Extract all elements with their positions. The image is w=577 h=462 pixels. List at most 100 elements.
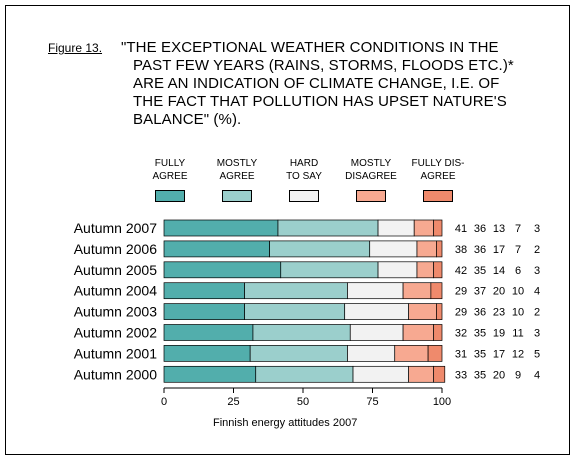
- data-label: 36: [474, 223, 486, 235]
- data-label: 17: [493, 244, 505, 256]
- data-label: 31: [455, 348, 467, 360]
- data-label: 29: [455, 286, 467, 298]
- bar-segment: [347, 282, 404, 300]
- legend-label-line1: HARD: [289, 158, 319, 169]
- data-label: 29: [455, 307, 467, 319]
- legend-label-line2: AGREE: [219, 171, 255, 182]
- data-label: 36: [474, 244, 486, 256]
- legend-item-mostly-agree: MOSTLY AGREE: [207, 157, 267, 207]
- bar-segment: [347, 345, 396, 362]
- bar-segment: [352, 365, 409, 383]
- bar-segment: [433, 261, 443, 279]
- bar-segment: [249, 345, 348, 362]
- bar-segment: [394, 345, 429, 362]
- bar-segment: [433, 219, 443, 237]
- data-label: 19: [493, 328, 505, 340]
- data-label: 42: [455, 265, 467, 277]
- legend-item-fully-agree: FULLY AGREE: [140, 157, 200, 207]
- data-label: 3: [534, 223, 540, 235]
- legend-label-line2: AGREE: [152, 171, 188, 182]
- legend-swatch: [222, 190, 252, 202]
- source-note: Finnish energy attitudes 2007: [213, 417, 358, 429]
- title-line-5: BALANCE" (%).: [133, 111, 242, 128]
- data-label: 9: [515, 369, 521, 381]
- data-label: 17: [493, 348, 505, 360]
- bar-segment: [433, 365, 446, 383]
- x-tick-label: 100: [433, 396, 451, 408]
- data-label: 20: [493, 286, 505, 298]
- data-label: 5: [534, 348, 540, 360]
- bar-segment: [377, 219, 415, 237]
- data-label: 23: [493, 307, 505, 319]
- bar-segment: [163, 282, 245, 300]
- bar-segment: [163, 324, 254, 341]
- x-tick-label: 75: [366, 396, 378, 408]
- legend-item-mostly-disagree: MOSTLY DISAGREE: [340, 157, 402, 207]
- legend-label-line2: TO SAY: [286, 171, 322, 182]
- category-label: Autumn 2007: [74, 220, 157, 236]
- figure-label: Figure 13.: [48, 41, 103, 55]
- bar-segment: [430, 282, 443, 300]
- category-label: Autumn 2002: [74, 325, 157, 341]
- data-label: 3: [534, 328, 540, 340]
- bar-segment: [163, 219, 279, 237]
- bar-segment: [436, 303, 443, 320]
- data-label: 4: [534, 369, 540, 381]
- data-label: 41: [455, 223, 467, 235]
- data-label: 37: [474, 286, 486, 298]
- bar-segment: [244, 282, 348, 300]
- category-label: Autumn 2001: [74, 345, 157, 361]
- legend-item-hard-to-say: HARD TO SAY: [274, 157, 334, 207]
- title-line-3: ARE AN INDICATION OF CLIMATE CHANGE, I.E…: [133, 75, 500, 92]
- bar-segment: [163, 365, 257, 383]
- category-label: Autumn 2004: [74, 283, 157, 299]
- legend-label-line1: FULLY: [154, 158, 186, 169]
- figure-title: "THE EXCEPTIONAL WEATHER CONDITIONS IN T…: [121, 39, 551, 129]
- data-label: 4: [534, 286, 540, 298]
- legend-swatch: [423, 190, 453, 202]
- legend-label-line2: DISAGREE: [345, 171, 397, 182]
- bar-segment: [280, 261, 379, 279]
- bar-segment: [244, 303, 346, 320]
- data-label: 20: [493, 369, 505, 381]
- data-label: 7: [515, 244, 521, 256]
- data-label: 12: [512, 348, 524, 360]
- legend-swatch: [356, 190, 386, 202]
- bar-segment: [277, 219, 379, 237]
- data-label: 35: [474, 328, 486, 340]
- bar-segment: [408, 303, 437, 320]
- bar-segment: [402, 324, 435, 341]
- data-label: 14: [493, 265, 505, 277]
- data-label: 33: [455, 369, 467, 381]
- legend-label-line1: MOSTLY: [216, 158, 258, 169]
- bar-segment: [163, 303, 245, 320]
- legend-item-fully-disagree: FULLY DIS- AGREE: [406, 157, 470, 207]
- bar-segment: [163, 240, 270, 258]
- data-label: 2: [534, 307, 540, 319]
- bar-segment: [269, 240, 371, 258]
- bar-segment: [252, 324, 351, 341]
- data-label: 10: [512, 286, 524, 298]
- x-tick-label: 50: [297, 396, 309, 408]
- bar-segment: [413, 219, 435, 237]
- data-label: 35: [474, 265, 486, 277]
- bar-segment: [427, 345, 443, 362]
- data-label: 10: [512, 307, 524, 319]
- legend-label-line1: FULLY DIS-: [411, 158, 465, 169]
- data-label: 3: [534, 265, 540, 277]
- bar-segment: [163, 261, 282, 279]
- bar-segment: [408, 365, 435, 383]
- category-label: Autumn 2003: [74, 304, 157, 320]
- category-label: Autumn 2006: [74, 241, 157, 257]
- bar-segment: [344, 303, 409, 320]
- bar-segment: [377, 261, 418, 279]
- category-label: Autumn 2005: [74, 262, 157, 278]
- legend-label-line2: AGREE: [420, 171, 456, 182]
- data-label: 35: [474, 369, 486, 381]
- x-tick-label: 0: [161, 396, 167, 408]
- bar-segment: [349, 324, 404, 341]
- x-tick-label: 25: [227, 396, 239, 408]
- category-label: Autumn 2000: [74, 366, 157, 382]
- bar-segment: [369, 240, 418, 258]
